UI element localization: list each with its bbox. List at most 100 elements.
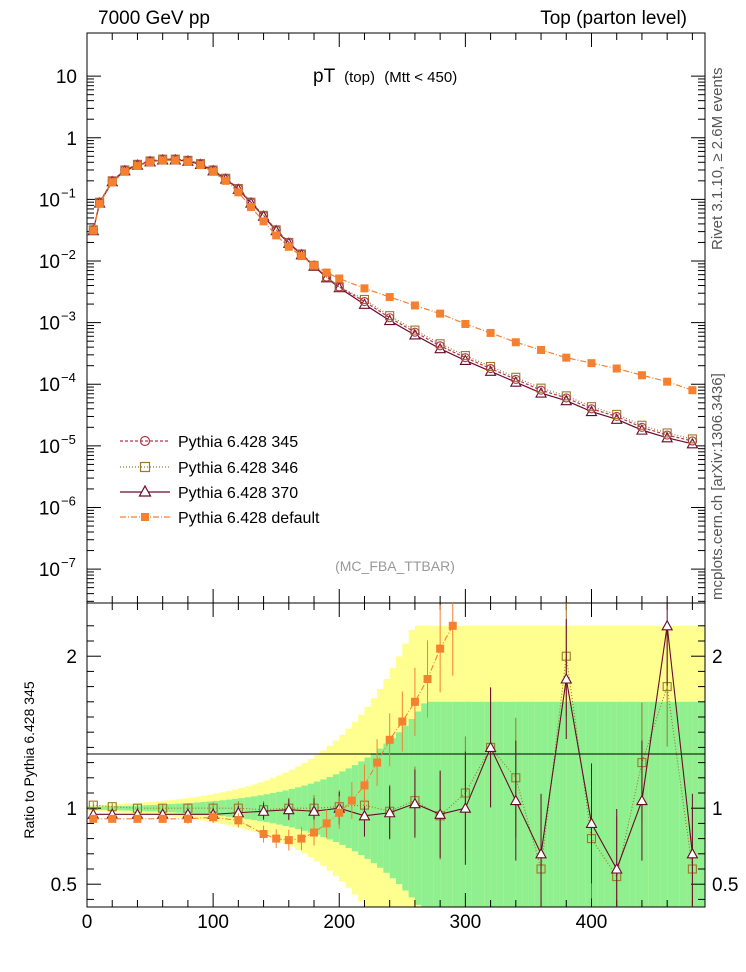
ratio-curves bbox=[87, 603, 699, 907]
series-default-point bbox=[322, 268, 331, 277]
series-default-point bbox=[133, 161, 142, 170]
band-inner-segment bbox=[578, 701, 586, 907]
band-inner-segment bbox=[307, 783, 315, 833]
ratio-y-tick-label-right: 1 bbox=[712, 799, 723, 820]
series-370-ratio-point bbox=[610, 862, 623, 874]
series-370-ratio-point bbox=[459, 802, 472, 813]
series-370-ratio-point bbox=[686, 847, 699, 859]
series-default-point bbox=[436, 309, 445, 318]
band-inner-segment bbox=[547, 701, 555, 907]
series-345-point bbox=[486, 363, 496, 374]
series-370-point bbox=[333, 281, 346, 293]
band-inner-segment bbox=[509, 701, 517, 907]
band-inner-segment bbox=[566, 701, 574, 907]
band-inner-segment bbox=[686, 701, 693, 907]
series-default-point bbox=[209, 167, 218, 176]
series-default-point bbox=[587, 359, 596, 368]
series-default-point bbox=[335, 274, 344, 283]
analysis-tag: (MC_FBA_TTBAR) bbox=[335, 558, 455, 574]
legend: Pythia 6.428 345 Pythia 6.428 346 Pythia… bbox=[120, 434, 320, 527]
band-inner-segment bbox=[168, 804, 176, 813]
series-default-point bbox=[562, 353, 571, 362]
series-370-ratio-point bbox=[636, 794, 648, 806]
series-default-point bbox=[158, 156, 167, 165]
series-default-ratio-point bbox=[297, 834, 306, 843]
band-inner-segment bbox=[377, 748, 384, 868]
y-tick-exponent: −4 bbox=[61, 370, 76, 385]
series-345-point bbox=[586, 404, 597, 414]
main-curves bbox=[87, 153, 699, 449]
band-inner-segment bbox=[616, 701, 624, 907]
series-default-point bbox=[612, 364, 621, 373]
band-inner-segment bbox=[459, 701, 466, 907]
band-inner-segment bbox=[263, 794, 271, 823]
band-inner-segment bbox=[522, 701, 529, 907]
band-inner-segment bbox=[452, 701, 460, 907]
band-inner-segment bbox=[99, 806, 107, 810]
series-370-ratio-point bbox=[308, 805, 320, 816]
band-inner-segment bbox=[301, 785, 309, 831]
series-345-point bbox=[334, 282, 344, 292]
header-level: Top (parton level) bbox=[540, 8, 687, 29]
series-default-ratio-point bbox=[448, 621, 457, 630]
band-inner-segment bbox=[143, 805, 151, 812]
series-345-point bbox=[385, 313, 395, 323]
series-370-line bbox=[92, 159, 693, 445]
band-inner-segment bbox=[654, 701, 662, 907]
legend-label-346: Pythia 6.428 346 bbox=[178, 460, 298, 477]
y-tick-label: 10 bbox=[39, 314, 60, 335]
band-inner-segment bbox=[345, 768, 353, 849]
band-inner-segment bbox=[396, 732, 403, 885]
y-tick-label: 10 bbox=[39, 375, 60, 396]
series-370-ratio-point bbox=[484, 741, 497, 752]
series-default-point bbox=[108, 178, 117, 187]
series-default-point bbox=[259, 217, 268, 226]
band-inner-segment bbox=[200, 801, 208, 815]
band-inner-segment bbox=[288, 788, 296, 828]
series-345-point bbox=[687, 436, 697, 446]
band-inner-segment bbox=[232, 798, 239, 818]
series-default-ratio-point bbox=[423, 675, 432, 683]
band-inner-segment bbox=[124, 805, 132, 811]
band-inner-segment bbox=[257, 795, 265, 822]
mcplots-label: mcplots.cern.ch [arXiv:1306.3436] bbox=[709, 373, 726, 600]
series-370-ratio-point bbox=[358, 809, 371, 821]
ratio-y-tick-label-left: 0.5 bbox=[51, 875, 77, 896]
series-default-line bbox=[92, 159, 693, 391]
series-default-ratio-point bbox=[360, 781, 369, 790]
band-inner-segment bbox=[389, 738, 397, 879]
y-tick-exponent: −6 bbox=[61, 493, 76, 508]
band-inner-segment bbox=[648, 701, 656, 907]
ratio-y-tick-label-right: 2 bbox=[712, 647, 723, 668]
band-inner-segment bbox=[238, 798, 246, 819]
chart-title: pT bbox=[313, 66, 336, 87]
band-inner-segment bbox=[112, 806, 120, 811]
ratio-plot-frame bbox=[86, 602, 706, 908]
series-default-ratio-point bbox=[398, 717, 407, 726]
band-inner-segment bbox=[484, 701, 492, 907]
y-tick-exponent: −7 bbox=[61, 555, 76, 570]
band-inner-segment bbox=[326, 776, 334, 840]
series-370-ratio-point bbox=[509, 794, 522, 806]
band-inner-segment bbox=[295, 787, 302, 830]
y-tick-label: 10 bbox=[56, 67, 77, 88]
band-inner-segment bbox=[610, 701, 618, 907]
band-inner-segment bbox=[471, 701, 479, 907]
series-default-ratio-line bbox=[93, 625, 454, 841]
legend-label-370: Pythia 6.428 370 bbox=[178, 485, 298, 502]
band-inner-segment bbox=[118, 806, 126, 811]
y-tick-exponent: −5 bbox=[61, 432, 76, 447]
band-inner-segment bbox=[320, 779, 328, 838]
series-default-ratio-point bbox=[385, 735, 394, 744]
series-default-point bbox=[171, 156, 180, 165]
series-default-point bbox=[221, 176, 230, 185]
legend-entry-345: Pythia 6.428 345 bbox=[120, 434, 298, 451]
band-inner-segment bbox=[137, 805, 145, 811]
y-tick-label: 10 bbox=[39, 252, 60, 273]
band-inner-segment bbox=[541, 701, 548, 907]
ratio-y-tick-label-left: 2 bbox=[66, 647, 77, 668]
x-tick-label: 0 bbox=[82, 912, 93, 933]
series-default-ratio-point bbox=[259, 830, 268, 839]
header-energy: 7000 GeV pp bbox=[98, 8, 210, 29]
